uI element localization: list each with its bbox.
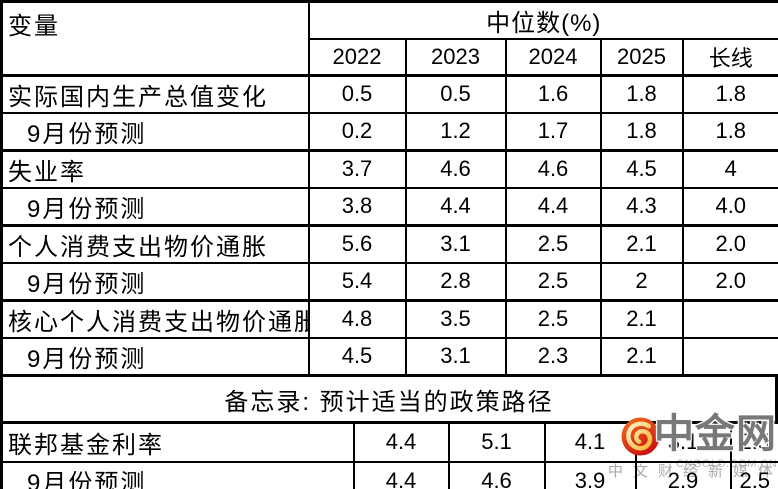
- value-cell: 4.0: [681, 186, 778, 226]
- value-cell: 4.1: [543, 421, 637, 463]
- value-cell: 2.1: [599, 298, 684, 339]
- value-cell: 2.5: [729, 421, 778, 463]
- value-cell: 2.9: [634, 461, 732, 489]
- value-cell: 2.1: [599, 336, 684, 376]
- value-cell: 1.7: [504, 111, 602, 151]
- table-row-core-pce-sept: 9月份预测 4.5 3.1 2.3 2.1: [0, 336, 778, 376]
- value-cell: 3.7: [307, 148, 407, 189]
- table-row-fed-funds: 联邦基金利率 4.4 5.1 4.1 3.1 2.5: [0, 421, 778, 463]
- value-cell: 1.8: [681, 73, 778, 114]
- value-cell: 4.4: [352, 461, 450, 489]
- value-cell: 4: [681, 148, 778, 189]
- row-label: 失业率: [0, 148, 310, 189]
- value-cell: 0.5: [307, 73, 407, 114]
- value-cell: 2.5: [729, 461, 778, 489]
- value-cell: 4.5: [307, 336, 407, 376]
- table-row-gdp-sept: 9月份预测 0.2 1.2 1.7 1.8 1.8: [0, 111, 778, 151]
- median-header: 中位数(%): [307, 0, 778, 40]
- table-row-unemployment: 失业率 3.7 4.6 4.6 4.5 4: [0, 148, 778, 189]
- value-cell: 2.5: [504, 298, 602, 339]
- value-cell: 3.1: [404, 336, 507, 376]
- memo-text: 备忘录: 预计适当的政策路径: [224, 388, 554, 416]
- value-cell: [681, 298, 778, 339]
- value-cell: 2.1: [599, 223, 684, 264]
- value-cell: 2.5: [504, 223, 602, 264]
- value-cell: 3.9: [543, 461, 637, 489]
- table-row-unemployment-sept: 9月份预测 3.8 4.4 4.4 4.3 4.0: [0, 186, 778, 226]
- table-row-pce-sept: 9月份预测 5.4 2.8 2.5 2 2.0: [0, 261, 778, 301]
- header-row-median: 变量 中位数(%): [0, 0, 778, 76]
- memo-row: 备忘录: 预计适当的政策路径: [0, 376, 778, 421]
- row-label: 实际国内生产总值变化: [0, 73, 310, 114]
- value-cell: 2.0: [681, 223, 778, 264]
- table-row-fed-funds-sept: 9月份预测 4.4 4.6 3.9 2.9 2.5: [0, 461, 778, 489]
- row-label: 9月份预测: [0, 111, 310, 151]
- year-header-2024: 2024: [504, 38, 602, 76]
- value-cell: 3.1: [404, 223, 507, 264]
- value-cell: 1.2: [404, 111, 507, 151]
- value-cell: 5.4: [307, 261, 407, 301]
- value-cell: 5.1: [447, 421, 546, 463]
- value-cell: 2.5: [504, 261, 602, 301]
- row-label: 个人消费支出物价通胀: [0, 223, 310, 264]
- projections-table: 变量 中位数(%) 2022 2023 2024 2025 长线 实际国内生产总…: [0, 0, 778, 377]
- value-cell: 1.8: [681, 111, 778, 151]
- year-header-2022: 2022: [307, 38, 407, 76]
- value-cell: 4.6: [504, 148, 602, 189]
- table-row-pce: 个人消费支出物价通胀 5.6 3.1 2.5 2.1 2.0: [0, 223, 778, 264]
- value-cell: 4.3: [599, 186, 684, 226]
- value-cell: 3.1: [634, 421, 732, 463]
- value-cell: 3.8: [307, 186, 407, 226]
- value-cell: [681, 336, 778, 376]
- value-cell: 0.2: [307, 111, 407, 151]
- value-cell: 4.4: [352, 421, 450, 463]
- value-cell: 2: [599, 261, 684, 301]
- value-cell: 5.6: [307, 223, 407, 264]
- value-cell: 4.6: [447, 461, 546, 489]
- table-row-gdp: 实际国内生产总值变化 0.5 0.5 1.6 1.8 1.8: [0, 73, 778, 114]
- value-cell: 2.0: [681, 261, 778, 301]
- value-cell: 2.3: [504, 336, 602, 376]
- value-cell: 1.8: [599, 111, 684, 151]
- year-header-longrun: 长线: [681, 38, 778, 76]
- year-header-2025: 2025: [599, 38, 684, 76]
- row-label: 核心个人消费支出物价通胀: [0, 298, 310, 339]
- value-cell: 2.8: [404, 261, 507, 301]
- variable-header: 变量: [0, 0, 310, 76]
- value-cell: 4.6: [404, 148, 507, 189]
- row-label: 9月份预测: [0, 461, 355, 489]
- value-cell: 4.4: [404, 186, 507, 226]
- value-cell: 4.8: [307, 298, 407, 339]
- row-label: 联邦基金利率: [0, 421, 355, 463]
- value-cell: 4.5: [599, 148, 684, 189]
- value-cell: 4.4: [504, 186, 602, 226]
- header-row-years: 2022 2023 2024 2025 长线: [2, 38, 778, 76]
- value-cell: 1.6: [504, 73, 602, 114]
- value-cell: 0.5: [404, 73, 507, 114]
- row-label: 9月份预测: [0, 336, 310, 376]
- table-row-core-pce: 核心个人消费支出物价通胀 4.8 3.5 2.5 2.1: [0, 298, 778, 339]
- value-cell: 1.8: [599, 73, 684, 114]
- policy-path-table: 联邦基金利率 4.4 5.1 4.1 3.1 2.5 9月份预测 4.4 4.6…: [0, 420, 778, 489]
- row-label: 9月份预测: [0, 186, 310, 226]
- year-header-2023: 2023: [404, 38, 507, 76]
- row-label: 9月份预测: [0, 261, 310, 301]
- value-cell: 3.5: [404, 298, 507, 339]
